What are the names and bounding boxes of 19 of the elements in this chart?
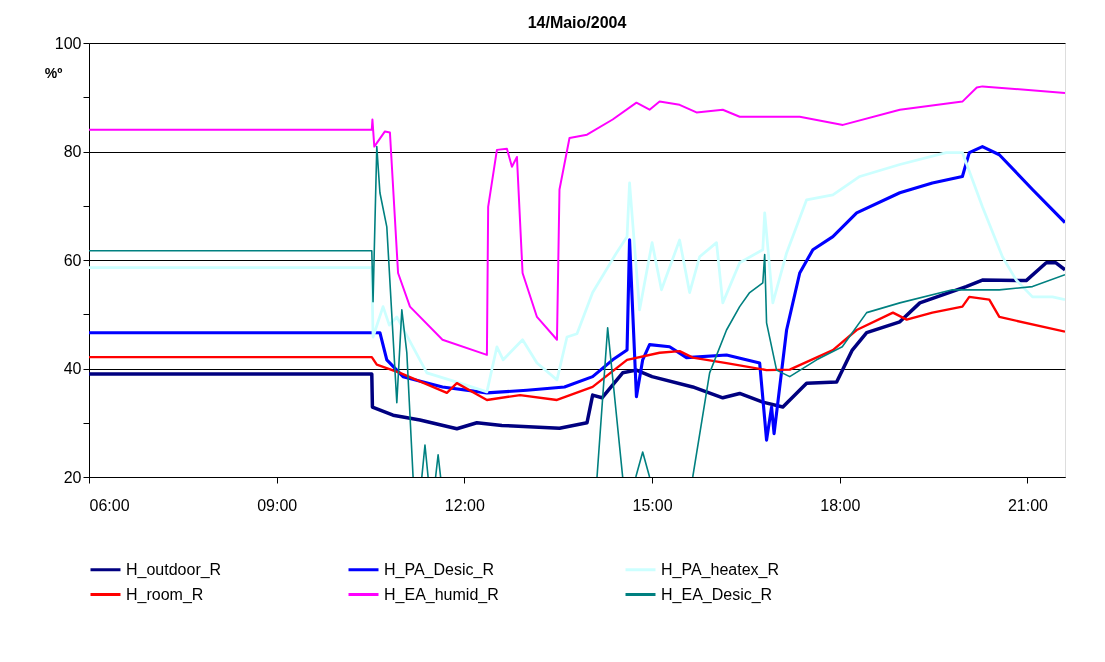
x-tick-label: 06:00 <box>89 496 130 514</box>
chart-title: 14/Maio/2004 <box>527 14 627 31</box>
x-tick-label: 12:00 <box>444 496 485 514</box>
y-axis-title: %º <box>44 64 63 81</box>
x-tick-label: 09:00 <box>257 496 298 514</box>
legend-label: H_PA_heatex_R <box>661 560 779 579</box>
legend-label: H_outdoor_R <box>126 560 222 579</box>
x-tick-label: 21:00 <box>1007 496 1049 514</box>
legend-label: H_room_R <box>126 585 204 604</box>
x-tick-label: 15:00 <box>632 496 673 514</box>
y-tick-label: 40 <box>63 360 82 377</box>
y-tick-label: 100 <box>54 34 82 52</box>
y-tick-label: 20 <box>63 468 82 486</box>
legend-label: H_PA_Desic_R <box>384 560 494 579</box>
x-tick-label: 18:00 <box>820 496 861 514</box>
y-tick-label: 80 <box>63 143 82 160</box>
legend-label: H_EA_humid_R <box>384 585 499 604</box>
legend-label: H_EA_Desic_R <box>661 585 773 604</box>
y-tick-label: 60 <box>63 251 82 269</box>
